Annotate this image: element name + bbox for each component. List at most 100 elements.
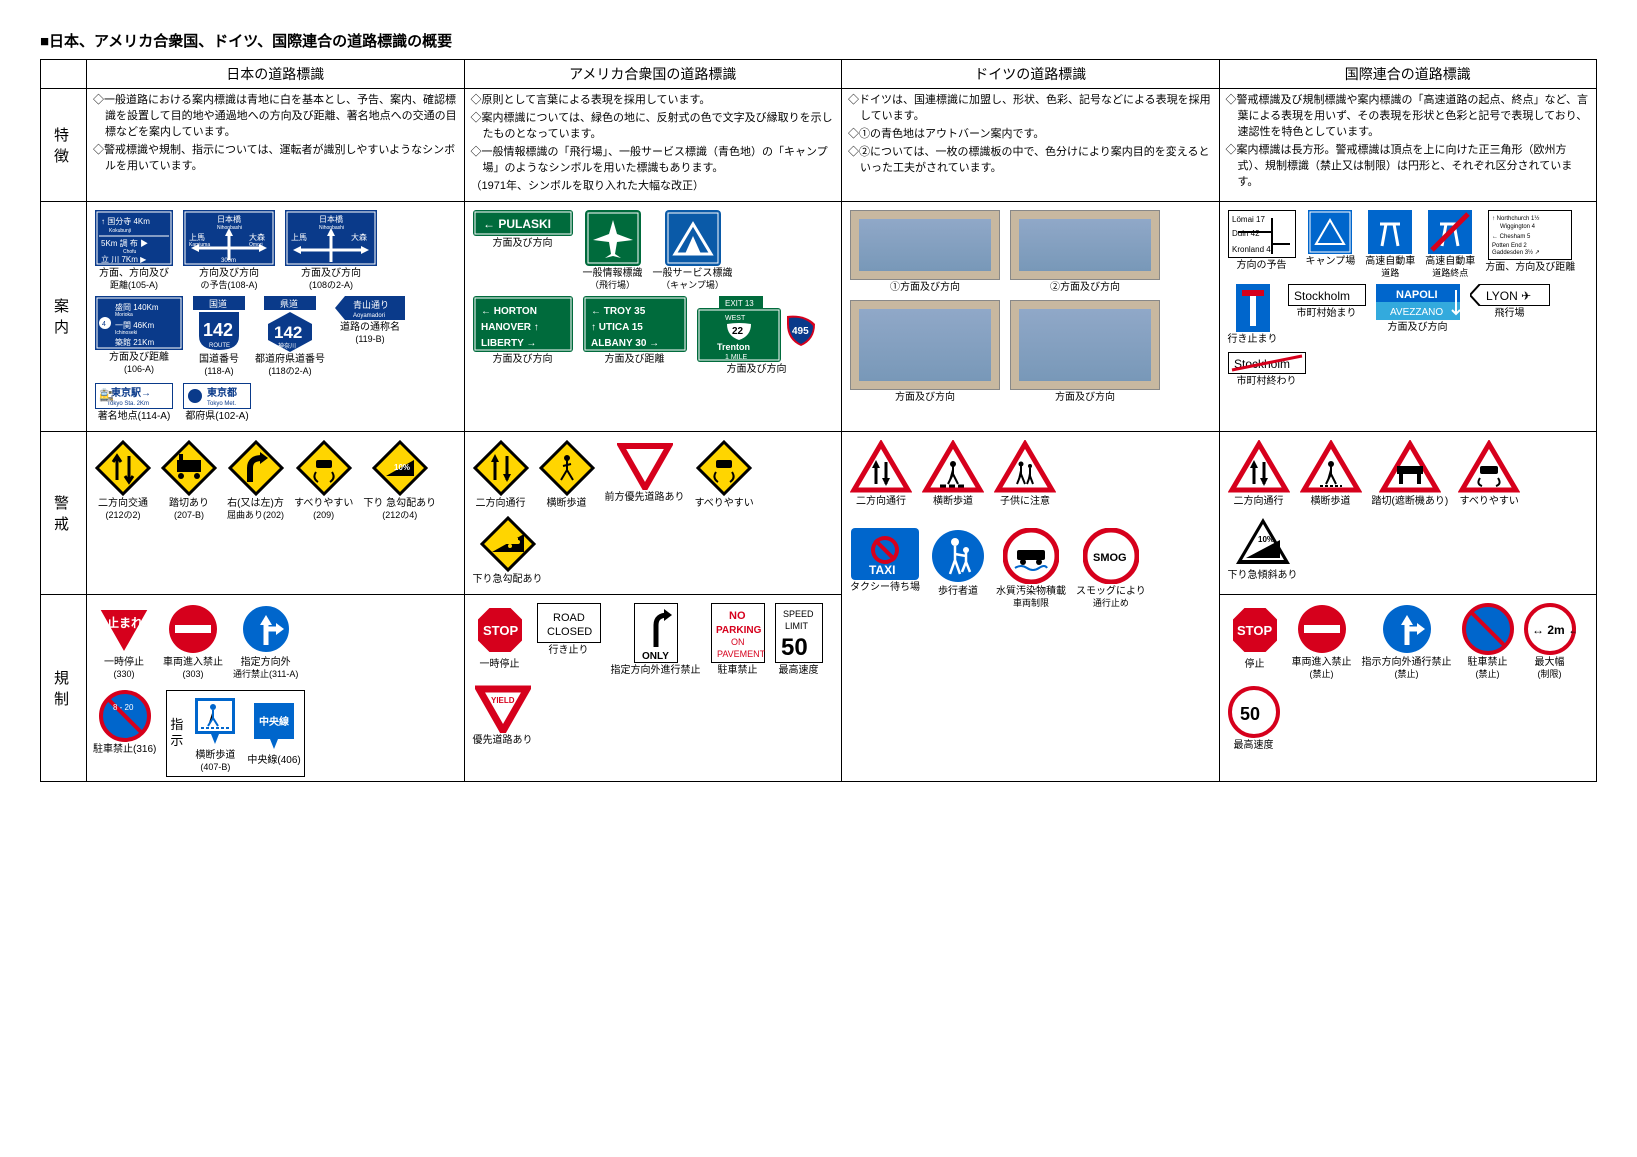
svg-text:一関 46Km: 一関 46Km: [115, 321, 154, 330]
svg-text:ALBANY 30 →: ALBANY 30 →: [591, 338, 659, 349]
jp-shiji-group: 指示 横断歩道(407-B) 中央線中央線(406): [166, 690, 304, 777]
warn-jp: 二方向交通(212の2) 踏切あり(207-B) 右(又は左)方屈曲あり(202…: [87, 432, 465, 595]
un-turn: 指示方向外通行禁止(禁止): [1362, 603, 1452, 680]
svg-text:4: 4: [102, 321, 106, 328]
us-nopark: NOPARKINGONPAVEMENT駐車禁止: [711, 603, 765, 677]
svg-text:YIELD: YIELD: [491, 696, 515, 705]
us-grade: 下り急勾配あり: [473, 516, 543, 586]
de-smog: SMOGスモッグにより通行止め: [1076, 528, 1146, 609]
un-noentry: 車両進入禁止(禁止): [1292, 603, 1352, 680]
svg-text:ON: ON: [731, 637, 745, 647]
svg-text:50: 50: [781, 634, 808, 661]
row-reg: 規 制: [41, 595, 87, 782]
jp-207b: 踏切あり(207-B): [161, 440, 217, 521]
svg-text:LIBERTY →: LIBERTY →: [481, 338, 536, 349]
de-dir1: ①方面及び方向: [850, 210, 1000, 294]
svg-text:東京駅→: 東京駅→: [111, 386, 151, 399]
svg-text:10%: 10%: [1258, 535, 1274, 544]
us-roadclosed: ROADCLOSED行き止り: [537, 603, 601, 657]
svg-text:↑ 国分寺 4Km: ↑ 国分寺 4Km: [101, 217, 150, 226]
svg-text:中央線: 中央線: [259, 715, 289, 728]
de-taxi: TAXIタクシー待ち場: [850, 528, 920, 594]
svg-text:LYON ✈: LYON ✈: [1486, 289, 1531, 303]
corner-cell: [41, 60, 87, 89]
un-slip: すべりやすい: [1458, 440, 1520, 508]
guide-us: ← PULASKI 方面及び方向 一般情報標識（飛行場） 一般サービス標識（キャ…: [464, 201, 842, 432]
row-guide: 案 内: [41, 201, 87, 432]
us-horton: ← HORTON HANOVER ↑ LIBERTY → 方面及び方向: [473, 296, 573, 366]
jp-118-2a: 県道 142神奈川 都道府県道番号(118の2-A): [255, 296, 325, 377]
reg-un: STOP停止 車両進入禁止(禁止) 指示方向外通行禁止(禁止) 駐車禁止(禁止)…: [1219, 595, 1597, 782]
us-yield: YIELD優先道路あり: [473, 683, 533, 747]
svg-text:← HORTON: ← HORTON: [481, 306, 537, 317]
un-napoli: NAPOLIAVEZZANO 方面及び方向: [1376, 284, 1460, 334]
jp-119b: 青山通りAoyamadori 道路の通称名(119-B): [335, 296, 405, 345]
svg-text:Duln 42: Duln 42: [1232, 229, 1260, 238]
un-advance: Lömai 17 Duln 42 Kronland 4 方向の予告: [1228, 210, 1296, 272]
de-children: 子供に注意: [994, 440, 1056, 508]
un-airport: LYON ✈ 飛行場: [1470, 284, 1550, 320]
un-speed: 50最高速度: [1228, 686, 1280, 752]
svg-text:Lömai 17: Lömai 17: [1232, 215, 1265, 224]
feat-un: ◇警戒標識及び規制標識や案内標識の「高速道路の起点、終点」など、言葉による表現を…: [1219, 89, 1597, 202]
col-us: アメリカ合衆国の道路標識: [464, 60, 842, 89]
jp-118a: 国道 142ROUTE 国道番号(118-A): [193, 296, 245, 377]
warn-de: 二方向通行 横断歩道 子供に注意 TAXIタクシー待ち場 歩行者道 水質汚染物積…: [842, 432, 1220, 782]
svg-text:Stockholm: Stockholm: [1294, 289, 1350, 303]
jp-311a: 指定方向外通行禁止(311-A): [233, 603, 298, 680]
jp-108-2a: 日本橋Nihonbashi 上馬大森 方面及び方向(108の2-A): [285, 210, 377, 291]
svg-text:東京都: 東京都: [207, 386, 237, 399]
warn-un: 二方向通行 横断歩道 踏切(遮断機あり) すべりやすい 10%下り急傾斜あり: [1219, 432, 1597, 595]
svg-text:Potten End 2: Potten End 2: [1492, 243, 1527, 249]
svg-text:盛岡 140Km: 盛岡 140Km: [115, 302, 159, 312]
svg-text:築館 21Km: 築館 21Km: [115, 337, 154, 347]
svg-text:10%: 10%: [394, 463, 410, 472]
guide-jp: ↑ 国分寺 4Km Kokubunji 5Km 調 布 ▶ Chofu 立 川 …: [87, 201, 465, 432]
svg-text:大森: 大森: [249, 232, 265, 242]
svg-text:HANOVER ↑: HANOVER ↑: [481, 322, 539, 333]
un-camp: キャンプ場: [1306, 210, 1356, 268]
svg-text:大森: 大森: [351, 232, 367, 242]
feat-de: ◇ドイツは、国連標識に加盟し、形状、色彩、記号などによる表現を採用しています。◇…: [842, 89, 1220, 202]
us-ped: 横断歩道: [539, 440, 595, 510]
svg-text:立 川 7Km ▶: 立 川 7Km ▶: [101, 254, 147, 264]
un-motorway-end: 高速自動車道路終点: [1425, 210, 1475, 279]
us-yieldahead: 前方優先道路あり: [605, 440, 685, 504]
svg-text:WEST: WEST: [725, 315, 746, 322]
jp-212-4: 10%下り 急勾配あり(212の4): [363, 440, 436, 521]
us-slip: すべりやすい: [695, 440, 754, 510]
svg-text:AVEZZANO: AVEZZANO: [1390, 307, 1443, 318]
svg-text:Ichinoseki: Ichinoseki: [115, 330, 137, 336]
jp-102a: 東京都Tokyo Met. 都府県(102-A): [183, 383, 251, 423]
svg-text:ROUTE: ROUTE: [209, 343, 230, 349]
jp-212-2: 二方向交通(212の2): [95, 440, 151, 521]
svg-text:🚉: 🚉: [99, 388, 114, 402]
svg-text:Aoyamadori: Aoyamadori: [353, 313, 385, 319]
page-title: ■日本、アメリカ合衆国、ドイツ、国際連合の道路標識の概要: [40, 30, 1597, 51]
svg-text:22: 22: [732, 326, 744, 337]
us-pulaski: ← PULASKI 方面及び方向: [473, 210, 573, 250]
svg-text:Kronland 4: Kronland 4: [1232, 245, 1271, 254]
svg-text:142: 142: [274, 323, 302, 342]
svg-text:← PULASKI: ← PULASKI: [483, 217, 551, 231]
svg-text:ONLY: ONLY: [642, 651, 669, 662]
un-grade: 10%下り急傾斜あり: [1228, 514, 1298, 582]
un-motorway: 高速自動車道路: [1365, 210, 1415, 279]
svg-text:SMOG: SMOG: [1093, 552, 1127, 564]
us-camp: 一般サービス標識（キャンプ場）: [653, 210, 733, 291]
comparison-table: 日本の道路標識 アメリカ合衆国の道路標識 ドイツの道路標識 国際連合の道路標識 …: [40, 59, 1597, 782]
un-width: ↔ 2m ↔最大幅(制限): [1524, 603, 1576, 680]
svg-text:8 - 20: 8 - 20: [113, 703, 134, 712]
svg-text:↑ UTICA 15: ↑ UTICA 15: [591, 322, 643, 333]
svg-text:5Km 調 布 ▶: 5Km 調 布 ▶: [101, 238, 148, 248]
svg-text:142: 142: [203, 320, 233, 340]
un-deadend: 行き止まり: [1228, 284, 1278, 346]
de-twoway: 二方向通行: [850, 440, 912, 508]
svg-text:Tokyo Met.: Tokyo Met.: [207, 401, 236, 407]
feat-us: ◇原則として言葉による表現を採用しています。◇案内標識については、緑色の地に、反…: [464, 89, 842, 202]
jp-106a: 4 盛岡 140KmMorioka 一関 46KmIchinoseki 築館 2…: [95, 296, 183, 375]
us-stop: STOP一時停止: [473, 603, 527, 671]
jp-316: 8 - 20駐車禁止(316): [93, 690, 156, 756]
svg-text:← TROY 35: ← TROY 35: [591, 306, 646, 317]
us-exit: EXIT 13 WEST 22 Trenton 1 MILE 495 方面及び方…: [697, 296, 817, 376]
